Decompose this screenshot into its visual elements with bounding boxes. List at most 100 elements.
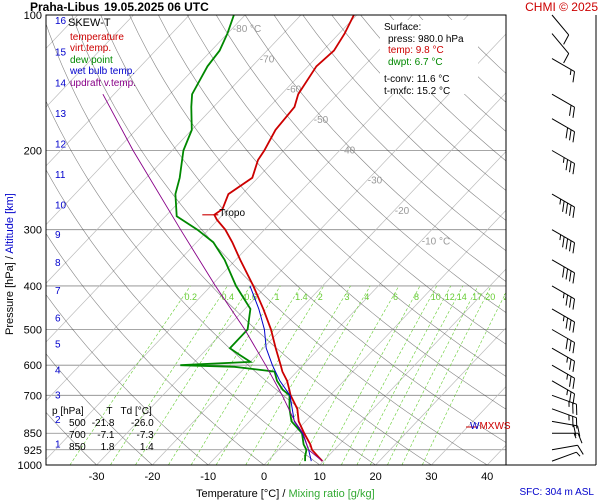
wind-barb-full bbox=[572, 298, 576, 310]
wind-barb bbox=[551, 33, 570, 64]
max-forecast-temperature: t-mxfc: 15.2 °C bbox=[384, 85, 451, 97]
copyright-link[interactable]: CHMI © 2025 bbox=[525, 0, 598, 14]
wind-barb bbox=[551, 308, 576, 333]
altitude-tick-label: 12 bbox=[55, 140, 67, 151]
dry-adiabat bbox=[244, 15, 506, 282]
temperature-tick-label: 0 bbox=[261, 471, 267, 483]
wind-barb-staff bbox=[551, 14, 570, 36]
max-wind-text: MXWS bbox=[479, 421, 511, 432]
altitude-tick-label: 1 bbox=[55, 439, 61, 450]
wind-barb-half bbox=[569, 69, 572, 76]
wind-barb-half bbox=[562, 292, 565, 299]
wind-barb-full bbox=[569, 319, 572, 331]
wind-barb-half bbox=[568, 401, 570, 407]
wind-barb bbox=[551, 444, 584, 455]
wind-barb-full bbox=[572, 207, 576, 218]
wind-barb-full bbox=[569, 376, 572, 387]
legend-item-temperature: temperature bbox=[70, 31, 124, 43]
wind-barb bbox=[551, 150, 576, 175]
wind-barb-staff bbox=[551, 229, 575, 244]
dry-adiabat bbox=[187, 15, 506, 345]
mixing-ratio-label: 0.6 bbox=[244, 292, 257, 302]
wind-barb-full bbox=[569, 205, 572, 216]
wind-barb-half bbox=[566, 357, 569, 363]
pressure-tick-label: 300 bbox=[24, 225, 42, 237]
table-row: 500 -21.8 -26.0 bbox=[52, 418, 160, 430]
wind-barb bbox=[551, 259, 576, 284]
wind-barb-full bbox=[569, 161, 572, 173]
wind-barb-staff bbox=[551, 285, 575, 300]
mixing-ratio-label: 4 bbox=[364, 292, 369, 302]
dry-adiabat bbox=[158, 15, 506, 377]
legend-item-virt-temp: virt.temp. bbox=[70, 43, 112, 54]
temperature-tick-label: 40 bbox=[481, 471, 493, 483]
mixing-ratio-label: 14 bbox=[457, 292, 467, 302]
wind-barb bbox=[552, 432, 583, 444]
isotherm-line bbox=[263, 209, 506, 465]
wind-barb-staff bbox=[551, 308, 575, 323]
pressure-tick-label: 400 bbox=[24, 281, 42, 293]
dry-adiabat bbox=[46, 233, 265, 465]
standard-levels-table: p [hPa] T Td [°C] 500 -21.8 -26.0 700 -7… bbox=[52, 406, 160, 454]
station-name: Praha-Libus bbox=[30, 0, 100, 14]
dry-adiabat bbox=[46, 353, 153, 465]
table-row: 850 1.8 1.4 bbox=[52, 442, 160, 454]
wind-barb-full bbox=[565, 159, 569, 171]
wind-barb bbox=[551, 58, 576, 83]
series-line-dew-point bbox=[174, 15, 308, 462]
altitude-tick-label: 3 bbox=[55, 391, 61, 402]
altitude-tick-label: 16 bbox=[55, 16, 67, 27]
wind-barb-full bbox=[572, 107, 576, 118]
wind-barb-full bbox=[565, 338, 569, 350]
table-row: 700 -7.1 -7.3 bbox=[52, 430, 160, 442]
mixing-ratio-label: 10 bbox=[431, 292, 441, 302]
dry-adiabat bbox=[46, 169, 320, 465]
temperature-tick-label: -20 bbox=[144, 471, 160, 483]
wind-barb-full bbox=[569, 359, 572, 370]
wind-barb-full bbox=[569, 270, 572, 282]
isotherm-line bbox=[431, 385, 506, 465]
max-wind-label: WMXWS bbox=[470, 421, 511, 432]
altitude-tick-label: 10 bbox=[55, 200, 67, 211]
pressure-tick-label: 1000 bbox=[18, 460, 42, 472]
surface-dewpoint: dwpt: 6.7 °C bbox=[388, 56, 443, 68]
altitude-tick-label: 14 bbox=[55, 79, 67, 90]
wind-barb bbox=[551, 14, 570, 45]
dry-adiabat bbox=[129, 15, 506, 410]
mixing-ratio-label: 25 bbox=[503, 292, 513, 302]
mixing-ratio-label: 8 bbox=[414, 292, 419, 302]
wind-barb-full bbox=[569, 129, 572, 141]
wind-barb bbox=[551, 380, 576, 405]
mixing-ratio-label: 1.4 bbox=[295, 292, 308, 302]
surface-title: Surface: bbox=[384, 22, 422, 33]
legend-title: SKEW-T bbox=[68, 17, 111, 29]
dry-adiabat bbox=[71, 15, 488, 465]
wind-barb-staff bbox=[551, 444, 578, 451]
wind-barb-half bbox=[566, 374, 569, 380]
temperature-tick-label: 10 bbox=[314, 471, 326, 483]
wind-barb bbox=[551, 347, 576, 372]
isotherm-label: -20 bbox=[395, 206, 410, 217]
isotherm-line bbox=[46, 15, 246, 226]
isotherm-label: -60 bbox=[287, 85, 302, 96]
wind-barb-full bbox=[572, 402, 574, 414]
wind-barb bbox=[551, 394, 578, 415]
isotherm-line bbox=[46, 15, 413, 402]
mixing-ratio-line bbox=[369, 285, 464, 465]
mixing-ratio-line bbox=[267, 285, 371, 465]
wind-barb-full bbox=[562, 201, 565, 212]
wind-barb-full bbox=[563, 53, 570, 64]
wind-barb-full bbox=[565, 203, 569, 214]
mixing-ratio-label: 17 bbox=[472, 292, 482, 302]
dry-adiabat bbox=[46, 294, 209, 465]
dry-adiabat bbox=[100, 15, 506, 443]
wind-barb-staff bbox=[551, 380, 575, 395]
pressure-tick-label: 600 bbox=[24, 360, 42, 372]
plot-area: 0.2 0.4 0.6 1 1.4 2 3 4 6 8 10 12 14 17 20 25-80 °C-70-… bbox=[46, 15, 513, 465]
wind-barb-staff bbox=[551, 58, 575, 73]
temperature-tick-label: -10 bbox=[200, 471, 216, 483]
levels-header-dewpoint: Td [°C] bbox=[120, 406, 152, 417]
wind-barb-full bbox=[572, 321, 576, 333]
wind-barb-full bbox=[577, 425, 581, 437]
levels-table-header: p [hPa] T Td [°C] bbox=[52, 406, 160, 418]
